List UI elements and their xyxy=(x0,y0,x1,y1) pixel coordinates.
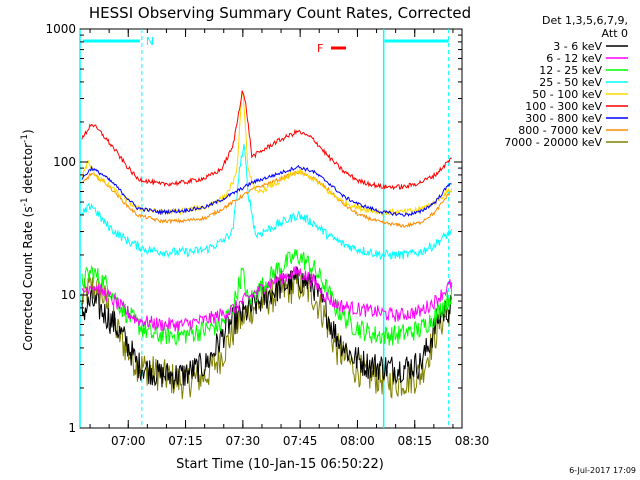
legend-label: 7000 - 20000 keV xyxy=(504,136,602,149)
legend-label: 25 - 50 keV xyxy=(539,76,602,89)
y-tick-label: 1 xyxy=(68,421,76,435)
series-line-25-50keV xyxy=(81,143,453,260)
chart-title: HESSI Observing Summary Count Rates, Cor… xyxy=(89,4,471,22)
y-tick-label: 10 xyxy=(61,288,76,302)
legend-label: 800 - 7000 keV xyxy=(518,124,602,137)
legend-label: 12 - 25 keV xyxy=(539,64,602,77)
series-line-6-12keV xyxy=(81,265,453,332)
y-axis-label-sup1: -1 xyxy=(20,197,30,206)
y-tick-label: 100 xyxy=(53,155,76,169)
series-line-50-100keV xyxy=(81,90,453,217)
series-line-300-800keV xyxy=(81,164,452,217)
legend-label: 6 - 12 keV xyxy=(546,52,602,65)
y-axis-label-sup2: -1 xyxy=(20,134,30,143)
night-annotation: N xyxy=(146,35,154,48)
x-tick-label: 07:15 xyxy=(168,434,203,448)
series-line-100-300keV xyxy=(81,90,452,191)
x-axis: 07:00 07:15 07:30 07:45 08:00 08:15 08:30 xyxy=(89,29,490,448)
x-tick-label: 07:45 xyxy=(283,434,318,448)
y-tick-label: 1000 xyxy=(45,22,76,36)
legend-header-line2: Att 0 xyxy=(602,27,628,40)
x-axis-label: Start Time (10-Jan-15 06:50:22) xyxy=(176,457,384,472)
y-axis-label-end: ) xyxy=(21,129,35,134)
y-axis: 1000 100 10 1 xyxy=(45,22,462,435)
x-tick-label: 08:30 xyxy=(455,434,490,448)
legend-label: 3 - 6 keV xyxy=(553,40,602,53)
flare-annotation: F xyxy=(317,42,323,55)
x-tick-label: 07:00 xyxy=(111,434,146,448)
y-axis-label-main: Corrected Count Rate (s xyxy=(21,206,35,350)
timestamp: 6-Jul-2017 17:09 xyxy=(569,466,636,475)
legend-label: 300 - 800 keV xyxy=(525,112,602,125)
legend-label: 50 - 100 keV xyxy=(532,88,602,101)
legend-label: 100 - 300 keV xyxy=(525,100,602,113)
y-axis-label: Corrected Count Rate (s-1 detector-1) xyxy=(20,129,35,350)
plot-area: NF xyxy=(79,28,463,429)
x-tick-label: 08:00 xyxy=(340,434,375,448)
x-tick-label: 07:30 xyxy=(226,434,261,448)
series-line-800-7000keV xyxy=(81,170,452,229)
y-axis-label-mid: detector xyxy=(21,143,35,198)
x-tick-label: 08:15 xyxy=(397,434,432,448)
legend-header-line1: Det 1,3,5,6,7,9, xyxy=(542,14,628,27)
series-line-12-25keV xyxy=(81,249,453,347)
series-line-3-6keV xyxy=(81,266,453,389)
